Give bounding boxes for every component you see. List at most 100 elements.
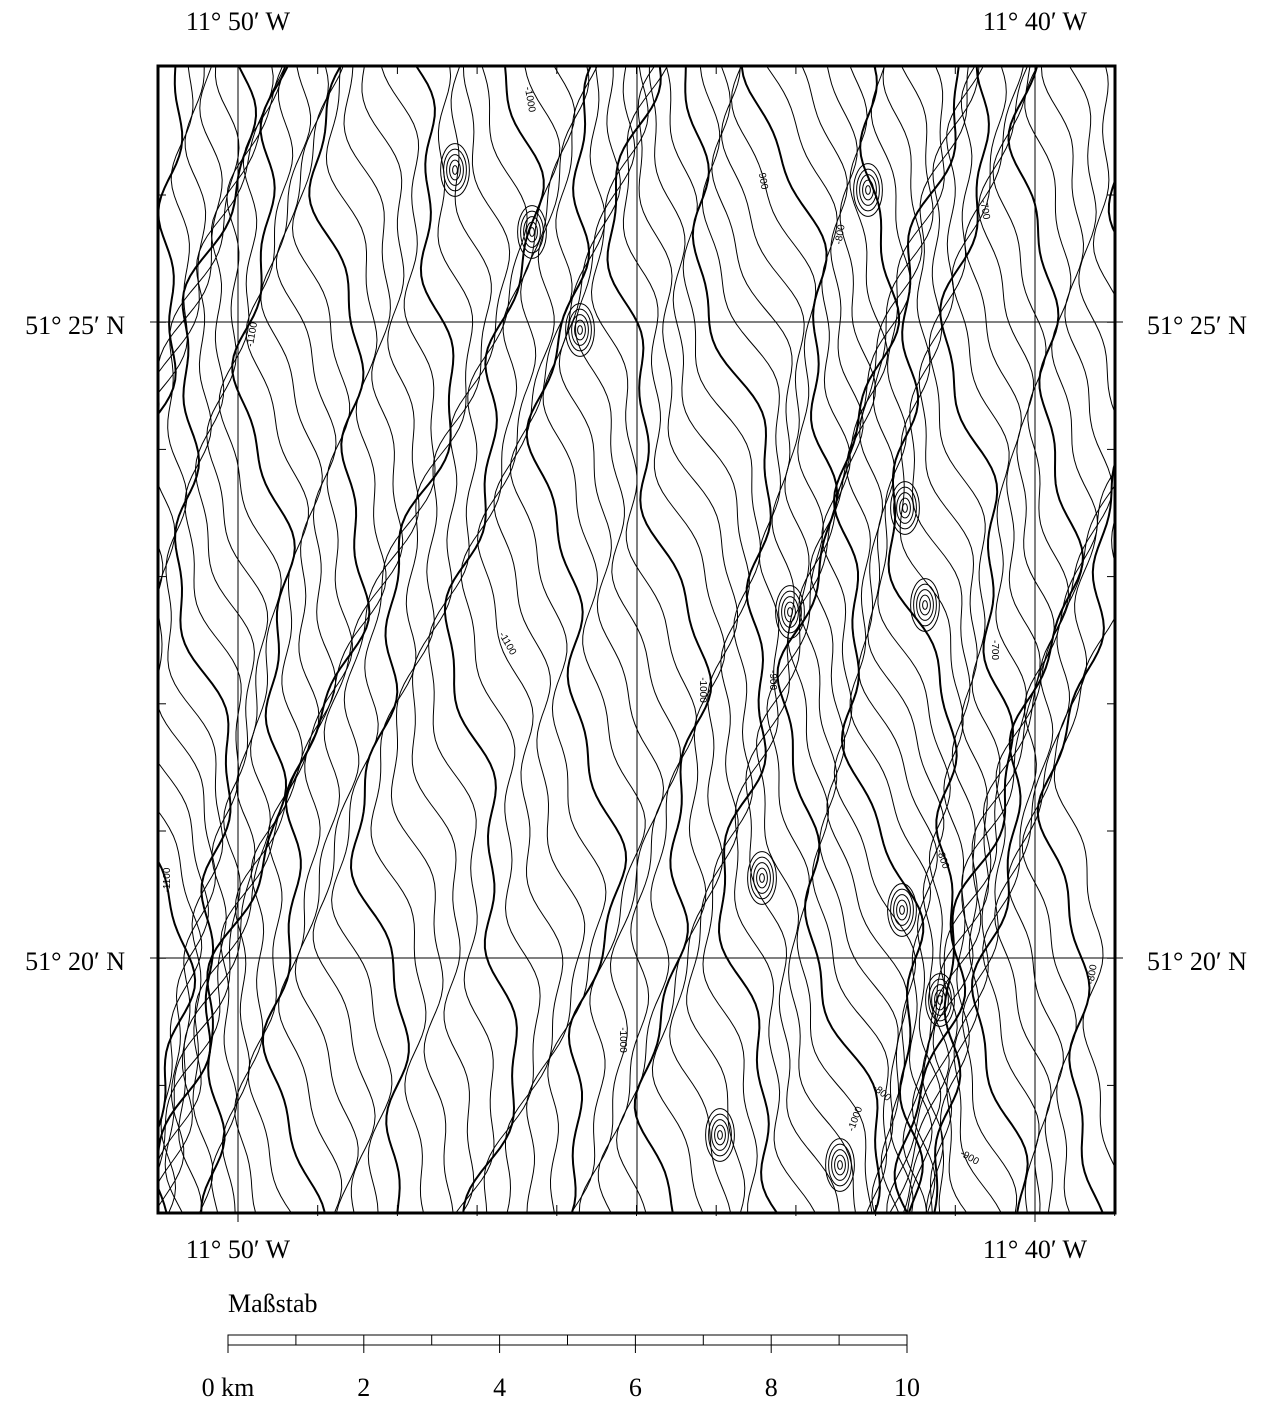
contour-label: -1100 [496, 630, 518, 657]
contour-line [982, 66, 1099, 1213]
contour-ring [781, 596, 799, 628]
contour-ring [834, 1154, 846, 1176]
contour-ring [896, 492, 914, 524]
contour-ring [568, 308, 592, 352]
contour-ring [756, 867, 768, 889]
contour-label: -900 [958, 1148, 981, 1168]
contour-ring [565, 303, 595, 357]
contour-label: -1000 [697, 677, 708, 703]
contour-ring [717, 1130, 723, 1140]
contour-line [887, 66, 967, 1213]
contour-ring [893, 486, 917, 530]
longitude-label: 11° 40′ W [983, 7, 1088, 36]
contour-ring [577, 325, 583, 335]
contour-ring [856, 168, 880, 212]
contour-line [164, 66, 286, 1213]
contour-ring [778, 590, 802, 634]
contour-ring [899, 497, 911, 519]
contour-ring [865, 185, 871, 195]
contour-line [938, 66, 1027, 1213]
scale-label: 6 [629, 1373, 642, 1402]
contour-line [1007, 66, 1115, 1213]
contour-line [928, 66, 1001, 1213]
contour-ring [574, 319, 586, 341]
contour-line [178, 66, 284, 1213]
contour-ring [714, 1124, 726, 1146]
contour-line [877, 66, 958, 1213]
contour-label: -800 [833, 223, 847, 245]
contour-ring [937, 995, 943, 1005]
contour-ring [828, 1143, 852, 1187]
contour-line [294, 66, 404, 1213]
contour-ring [753, 862, 771, 894]
scale-label: 10 [894, 1373, 920, 1402]
contour-ring [859, 174, 877, 206]
contour-line [390, 66, 492, 1213]
contour-ring [899, 905, 905, 915]
graticule [150, 66, 1123, 1222]
contour-line [1036, 177, 1115, 1213]
contour-line [200, 66, 296, 1213]
contour-labels: -1000 -900 -800 -700 -1100 -1100 -1000 -900 -700… [162, 86, 1100, 1168]
contour-ring [523, 216, 541, 248]
latitude-label: 51° 20′ N [25, 947, 125, 976]
contour-label: -800 [870, 1082, 893, 1104]
contour-label: -900 [755, 169, 769, 191]
longitude-label: 11° 40′ W [983, 1235, 1088, 1264]
scale-label: 8 [765, 1373, 778, 1402]
contour-line [720, 66, 857, 1213]
frame-ticks [158, 66, 1116, 1216]
contour-line [210, 66, 309, 1213]
contour-line [699, 66, 816, 1213]
contour-label: -1100 [162, 867, 173, 892]
contour-line [158, 66, 203, 1213]
contour-ring [440, 143, 470, 197]
contour-label: -800 [1085, 963, 1099, 985]
contour-lines [158, 66, 1115, 1213]
contour-ring [520, 210, 544, 254]
contour-ring [526, 221, 538, 243]
contour-line [158, 66, 223, 1185]
contour-line [558, 66, 665, 1213]
contour-line [622, 66, 726, 1213]
contour-line [648, 66, 750, 1213]
contour-label: -1100 [245, 321, 260, 348]
contour-ring [759, 873, 765, 883]
contour-ring [925, 973, 955, 1027]
contour-ring [787, 607, 793, 617]
contour-ring [887, 883, 917, 937]
contour-line [278, 66, 387, 1213]
contour-line [158, 66, 240, 1163]
contour-line [766, 66, 889, 1213]
latitude-label: 51° 25′ N [25, 311, 125, 340]
contour-ring [928, 978, 952, 1022]
contour-ring [922, 600, 928, 610]
contour-ring [529, 227, 535, 237]
contour-label: -900 [767, 670, 778, 690]
contour-line [428, 66, 528, 1213]
contour-line [509, 66, 607, 1213]
contour-line [158, 66, 258, 1167]
contour-line [1021, 66, 1115, 1213]
contour-line [809, 66, 908, 1213]
contour-line [234, 66, 337, 1213]
contour-line [684, 66, 779, 1213]
contour-line [221, 66, 323, 1213]
contour-line [192, 66, 286, 1213]
contour-ring [902, 503, 908, 513]
contour-line [637, 66, 738, 1213]
contour-ring [853, 163, 883, 217]
contour-ring [705, 1108, 735, 1162]
contour-line [606, 66, 713, 1213]
contour-ring [784, 601, 796, 623]
scale-label: 0 km [202, 1373, 255, 1402]
contour-ring [747, 851, 777, 905]
contour-ring [910, 578, 940, 632]
contour-ring [862, 179, 874, 201]
longitude-label: 11° 50′ W [186, 1235, 291, 1264]
contour-ring [890, 888, 914, 932]
contour-line [933, 66, 1015, 1213]
contour-line [331, 66, 436, 1213]
contour-ring [916, 589, 934, 621]
contour-line [832, 66, 925, 1213]
